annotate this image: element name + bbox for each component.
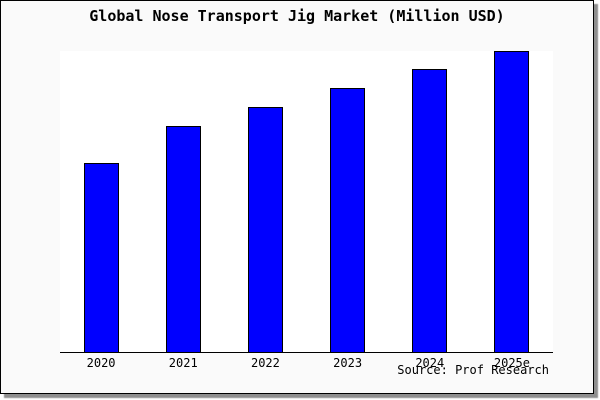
source-note: Source: Prof Research	[397, 363, 549, 377]
plot-area	[60, 51, 553, 353]
chart-title: Global Nose Transport Jig Market (Millio…	[89, 7, 505, 25]
x-tick-2025e: 2025e	[493, 356, 530, 370]
x-tick-2022: 2022	[250, 356, 280, 370]
bar-2023	[330, 88, 366, 352]
chart-figure: Global Nose Transport Jig Market (Millio…	[0, 0, 594, 394]
bar-slot-2025e	[471, 51, 553, 352]
bar-slot-2022	[224, 51, 306, 352]
x-axis: 2020 2021 2022 2023 2024 2025e	[60, 356, 553, 371]
x-tick-2023: 2023	[333, 356, 363, 370]
bar-2022	[247, 107, 283, 352]
bar-slot-2024	[389, 51, 471, 352]
bar-2024	[412, 69, 448, 352]
bar-slot-2021	[142, 51, 224, 352]
x-tick-2021: 2021	[168, 356, 198, 370]
bar-2025e	[494, 51, 530, 352]
x-tick-2020: 2020	[86, 356, 116, 370]
bar-2021	[165, 125, 201, 352]
bar-slot-2023	[307, 51, 389, 352]
x-tick-2024: 2024	[415, 356, 445, 370]
bar-2020	[83, 162, 119, 352]
bar-slot-2020	[60, 51, 142, 352]
